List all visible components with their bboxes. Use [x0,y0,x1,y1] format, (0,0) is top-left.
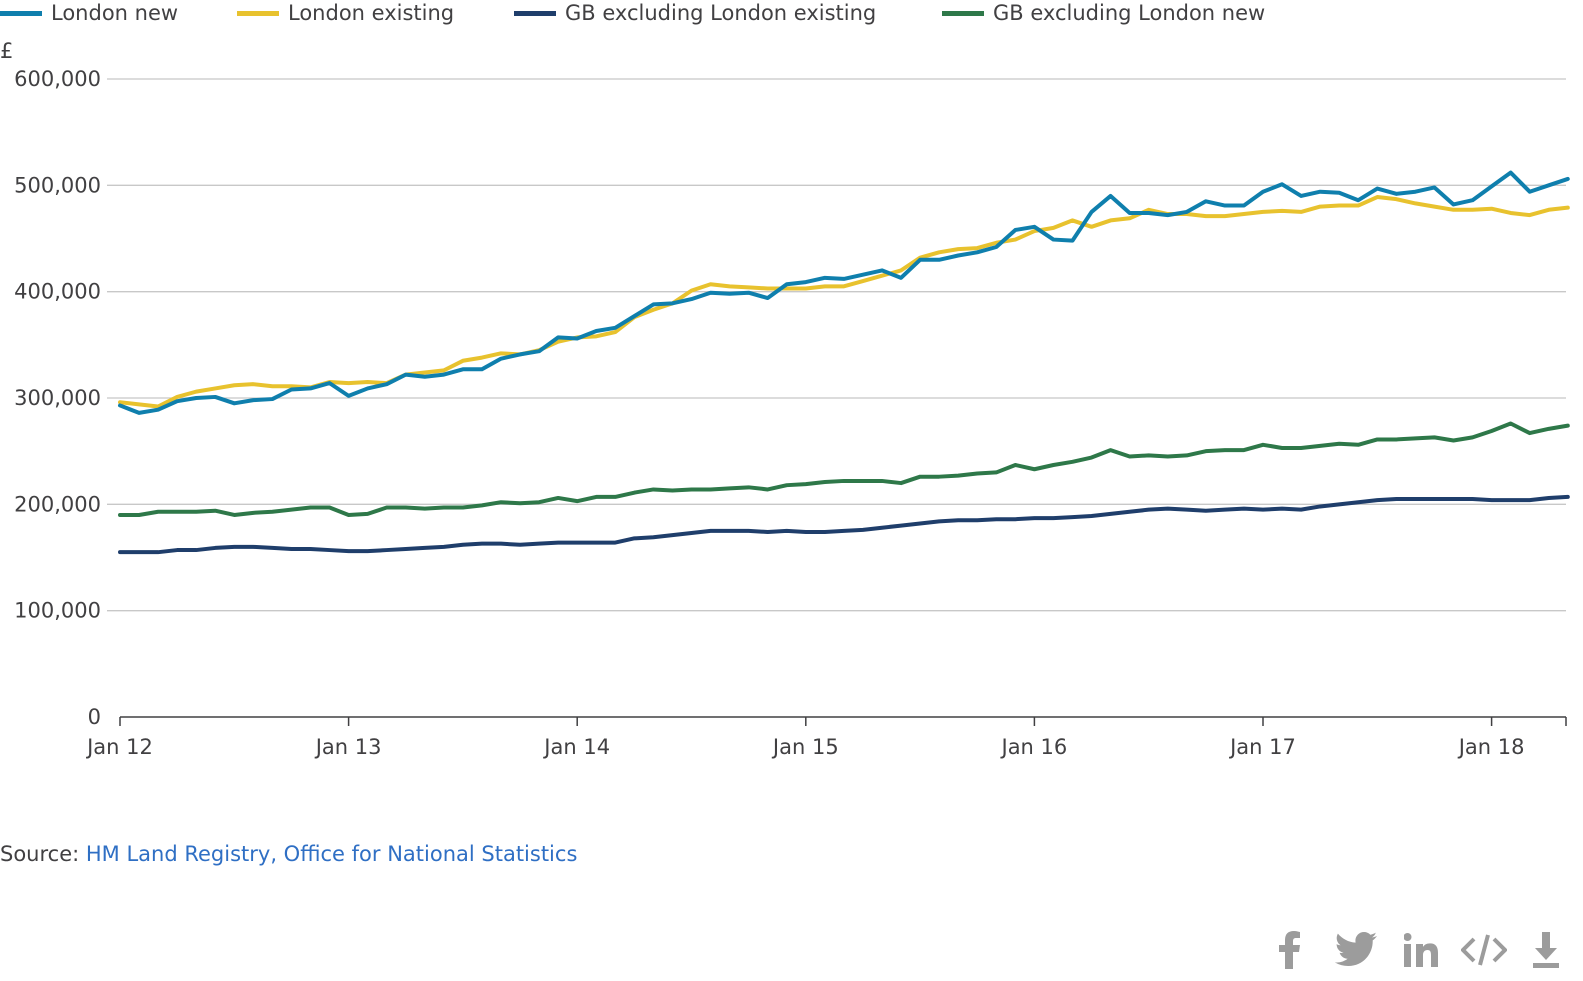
legend-label: GB excluding London new [993,1,1266,25]
series-lines [118,170,1570,555]
linkedin-button[interactable] [1402,930,1442,970]
y-tick-label: 200,000 [14,492,101,516]
source-link[interactable]: HM Land Registry, Office for National St… [85,842,578,866]
x-tick-label: Jan 17 [1228,735,1296,759]
y-axis-unit-label: £ [0,39,13,63]
legend-swatch [942,10,984,16]
y-axis-ticks: 0 100,000 200,000 300,000 400,000 500,000 600,… [14,67,101,729]
legend-label: London existing [288,1,455,25]
legend-item-gb-excl-london-new: GB excluding London new [942,0,1265,26]
gridlines [107,78,1566,612]
series-line-gb-excluding-london-new [118,421,1570,517]
x-tick-label: Jan 13 [314,735,382,759]
share-toolbar [1270,930,1570,970]
legend-swatch [0,10,42,16]
x-tick-label: Jan 18 [1457,735,1525,759]
embed-icon [1461,934,1507,966]
x-tick-label: Jan 14 [542,735,610,759]
facebook-button[interactable] [1270,930,1310,970]
series-line-gb-excluding-london-existing [118,494,1570,555]
y-tick-label: 100,000 [14,599,101,623]
x-tick-label: Jan 15 [771,735,839,759]
series-line-london-existing [118,195,1570,409]
legend-label: GB excluding London existing [565,1,877,25]
chart-legend: London new London existing GB excluding … [0,0,1583,26]
source-note: Source: HM Land Registry, Office for Nat… [0,842,577,866]
legend-item-london-new: London new [0,0,178,26]
twitter-button[interactable] [1332,930,1380,970]
x-tick-label: Jan 16 [1000,735,1068,759]
x-axis: Jan 12 Jan 13 Jan 14 Jan 15 Jan 16 Jan 17 Jan … [85,716,1567,759]
series-line-london-new [118,170,1570,415]
y-tick-label: 0 [88,705,101,729]
download-button[interactable] [1528,930,1564,970]
x-tick-label: Jan 12 [85,735,153,759]
legend-item-london-existing: London existing [237,0,454,26]
source-prefix: Source: [0,842,86,866]
legend-label: London new [51,1,179,25]
legend-item-gb-excl-london-existing: GB excluding London existing [514,0,876,26]
y-tick-label: 600,000 [14,67,101,91]
y-tick-label: 300,000 [14,386,101,410]
y-tick-label: 500,000 [14,173,101,197]
linkedin-icon [1404,933,1438,967]
download-icon [1533,932,1559,968]
facebook-icon [1279,931,1300,969]
legend-swatch [237,10,279,16]
line-chart: £ 0 100,000 200,000 300,000 400,000 500,000 60… [0,39,1570,759]
twitter-icon [1335,932,1377,966]
y-tick-label: 400,000 [14,280,101,304]
embed-button[interactable] [1460,930,1508,970]
legend-swatch [514,10,556,16]
